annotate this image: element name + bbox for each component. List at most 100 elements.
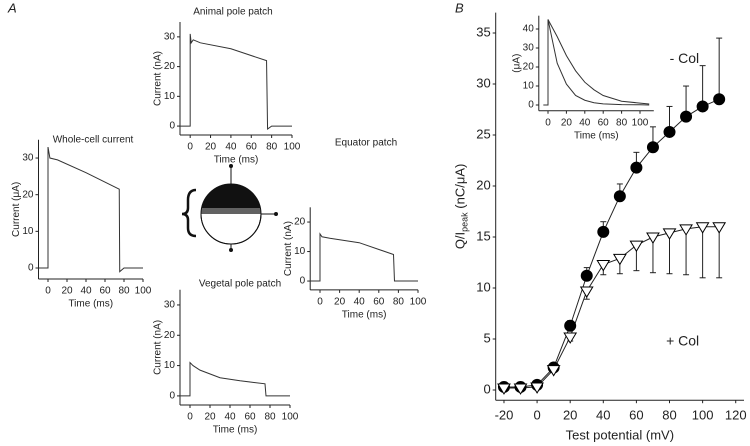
point [662,228,677,240]
x-tick-label: 100 [632,117,649,128]
y-tick-label: 20 [164,61,176,72]
x-tick-label: 0 [533,408,540,423]
trace [180,33,292,131]
x-tick-label: 20 [205,142,217,153]
x-tick-label: 40 [80,286,92,297]
y-tick-label: 0 [169,121,175,132]
x-tick-label: 40 [354,297,366,308]
x-tick-label: 40 [596,408,610,423]
x-tick-label: 80 [264,412,276,423]
point [695,222,710,234]
x-tick-label: 60 [373,297,385,308]
point [630,161,643,174]
chart-title: Equator patch [335,138,397,149]
x-tick-label: 40 [225,142,237,153]
y-axis-label: Current (nA) [153,320,164,375]
point [579,286,594,299]
y-tick-label: 20 [294,217,306,228]
x-tick-label: 0 [545,117,551,128]
point [564,319,577,332]
y-axis-label: Current (nA) [153,51,164,106]
trace [180,361,290,397]
point [663,125,676,138]
x-axis-label: Time (ms) [214,155,259,166]
point [696,100,709,113]
x-tick-label: 80 [393,297,405,308]
chart-title: Whole-cell current [53,135,134,146]
y-tick-label: 15 [476,228,490,243]
point [679,224,693,236]
y-tick-label: 10 [22,226,34,237]
x-tick-label: 0 [317,297,323,308]
x-axis-label: Test potential (mV) [566,428,674,443]
cell-diagram [181,164,278,252]
trace [38,146,143,273]
x-tick-label: 80 [662,408,676,423]
series-line [503,226,720,389]
x-tick-label: 0 [45,286,51,297]
x-tick-label: 100 [692,408,714,423]
y-axis-label: Current (nA) [283,221,294,276]
x-axis-label: Time (ms) [574,130,619,141]
x-tick-label: 80 [616,117,628,128]
point [580,269,593,282]
x-tick-label: 20 [61,286,73,297]
trace [543,19,650,106]
y-tick-label: 0 [300,276,306,287]
x-axis-label: Time (ms) [68,299,113,310]
y-tick-label: 5 [483,330,490,345]
x-tick-label: 100 [284,142,301,153]
y-axis-label-part: Q/I [453,232,468,249]
panel-label: B [455,0,464,15]
point [646,141,659,154]
x-tick-label: 0 [187,412,193,423]
y-tick-label: 10 [523,81,535,92]
x-tick-label: 60 [244,412,256,423]
y-axis-label-part: (nC/μA) [453,164,468,213]
point [497,383,511,395]
y-tick-label: 30 [164,300,176,311]
point [680,110,693,123]
x-tick-label: 0 [187,142,193,153]
inset-frame [534,9,658,115]
y-tick-label: 0 [28,263,34,274]
y-tick-label: 20 [476,177,490,192]
y-tick-label: 10 [164,360,176,371]
trace [310,232,418,282]
y-tick-label: 20 [22,189,34,200]
x-axis-label: Time (ms) [342,310,387,321]
chart-title: Vegetal pole patch [199,279,281,290]
point [546,365,561,377]
x-tick-label: 20 [561,117,573,128]
y-tick-label: 0 [528,100,534,111]
series-label: - Col [670,50,700,66]
x-tick-label: 120 [725,408,747,423]
x-axis-label: Time (ms) [213,425,258,436]
y-tick-label: 30 [164,32,176,43]
x-tick-label: 60 [598,117,610,128]
point [613,190,626,203]
x-tick-label: 100 [282,412,299,423]
x-tick-label: 40 [224,412,236,423]
y-tick-label: 35 [476,24,490,39]
panel-label: A [7,0,17,15]
x-tick-label: 20 [334,297,346,308]
x-tick-label: 80 [266,142,278,153]
point [646,232,660,244]
y-tick-label: 0 [169,391,175,402]
x-tick-label: -20 [495,408,514,423]
y-axis-label-part: peak [460,212,470,232]
point [629,240,644,253]
y-tick-label: 30 [476,75,490,90]
chart-title: Animal pole patch [193,7,273,18]
y-axis-label: (μA) [511,54,522,73]
point [597,225,610,238]
x-tick-label: 20 [204,412,216,423]
y-tick-label: 20 [523,62,535,73]
point [596,260,611,272]
y-tick-label: 10 [294,246,306,257]
y-tick-label: 25 [476,126,490,141]
y-tick-label: 0 [483,381,490,396]
x-tick-label: 20 [563,408,577,423]
